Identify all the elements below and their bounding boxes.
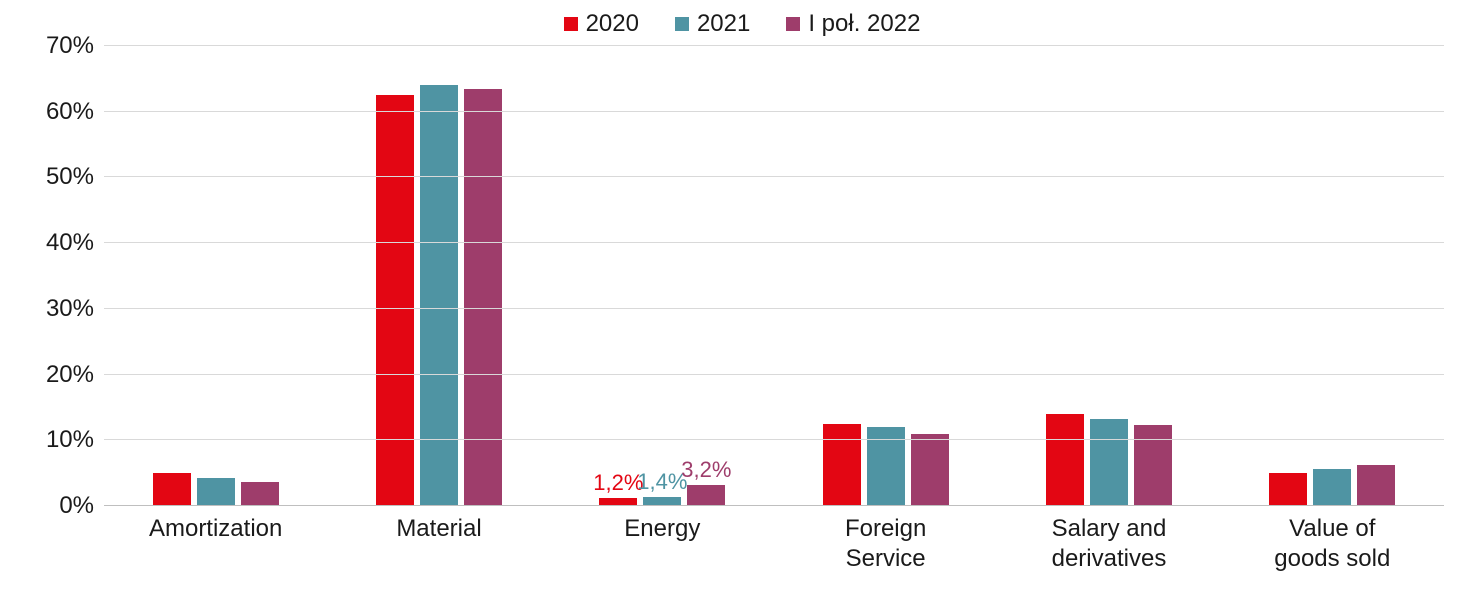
bar — [153, 473, 191, 506]
x-axis-label-line: Service — [774, 544, 997, 574]
x-axis-labels: AmortizationMaterialEnergyForeignService… — [104, 514, 1444, 574]
category-group — [327, 46, 550, 506]
legend-swatch-2 — [786, 17, 800, 31]
y-tick-label: 20% — [46, 361, 94, 389]
bar — [241, 482, 279, 506]
x-axis-label-line: Energy — [551, 514, 774, 544]
chart-legend: 2020 2021 I poł. 2022 — [30, 10, 1454, 38]
x-axis-label: Salary andderivatives — [997, 514, 1220, 574]
bar — [376, 95, 414, 506]
category-group — [104, 46, 327, 506]
x-axis-label-line: Value of — [1221, 514, 1444, 544]
category-group — [997, 46, 1220, 506]
bar — [464, 89, 502, 506]
data-label: 1,2% — [593, 470, 643, 496]
gridline — [104, 308, 1444, 309]
bar — [1269, 473, 1307, 506]
bar — [1046, 414, 1084, 506]
legend-swatch-1 — [675, 17, 689, 31]
legend-label-2: I poł. 2022 — [808, 10, 920, 38]
cost-structure-chart: 20202021I poł. 2022 1,2%1,4%3,2% 0%10%20… — [0, 0, 1484, 608]
legend-item-1: 2021 — [675, 10, 750, 38]
bar — [1134, 425, 1172, 506]
gridline — [104, 176, 1444, 177]
category-group — [774, 46, 997, 506]
gridline — [104, 505, 1444, 506]
legend-label-1: 2021 — [697, 10, 750, 38]
gridline — [104, 439, 1444, 440]
x-axis-label-line: Salary and — [997, 514, 1220, 544]
y-tick-label: 30% — [46, 295, 94, 323]
x-axis-label-line: Material — [327, 514, 550, 544]
gridline — [104, 242, 1444, 243]
gridline — [104, 45, 1444, 46]
y-tick-label: 60% — [46, 98, 94, 126]
bar — [197, 478, 235, 506]
bar — [823, 424, 861, 506]
legend-item-2: I poł. 2022 — [786, 10, 920, 38]
bar — [1313, 469, 1351, 506]
bar — [420, 85, 458, 506]
bar — [1090, 419, 1128, 506]
x-axis-label: Amortization — [104, 514, 327, 574]
legend-swatch-0 — [564, 17, 578, 31]
data-label: 3,2% — [681, 457, 731, 483]
bar — [911, 434, 949, 506]
gridline — [104, 374, 1444, 375]
x-axis-label: Energy — [551, 514, 774, 574]
x-axis-label-line: derivatives — [997, 544, 1220, 574]
x-axis-label-line: Foreign — [774, 514, 997, 544]
x-axis-label-line: Amortization — [104, 514, 327, 544]
y-tick-label: 10% — [46, 426, 94, 454]
category-group: 1,2%1,4%3,2% — [551, 46, 774, 506]
plot-area: 1,2%1,4%3,2% 0%10%20%30%40%50%60%70% — [104, 46, 1444, 506]
y-tick-label: 70% — [46, 32, 94, 60]
bar: 3,2% — [687, 485, 725, 506]
x-axis-label-line: goods sold — [1221, 544, 1444, 574]
y-tick-label: 0% — [59, 492, 94, 520]
data-label: 1,4% — [637, 469, 687, 495]
bar — [1357, 465, 1395, 506]
bars-area: 1,2%1,4%3,2% — [104, 46, 1444, 506]
x-axis-label: Value ofgoods sold — [1221, 514, 1444, 574]
y-tick-label: 50% — [46, 163, 94, 191]
x-axis-label: Material — [327, 514, 550, 574]
x-axis-label: ForeignService — [774, 514, 997, 574]
gridline — [104, 111, 1444, 112]
y-tick-label: 40% — [46, 229, 94, 257]
legend-item-0: 2020 — [564, 10, 639, 38]
legend-label-0: 2020 — [586, 10, 639, 38]
category-group — [1221, 46, 1444, 506]
